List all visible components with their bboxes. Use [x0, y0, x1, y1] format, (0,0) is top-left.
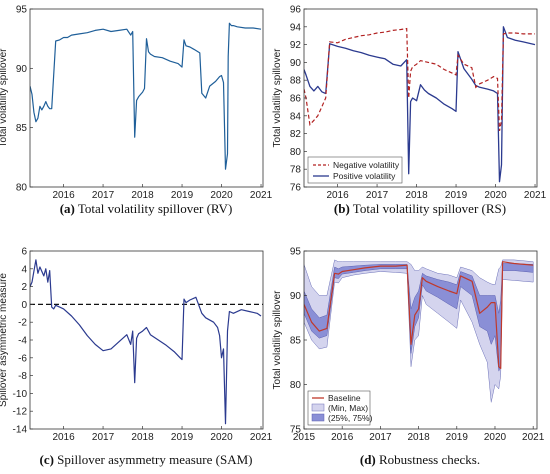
iqr-band — [304, 263, 534, 373]
y-tick-label: 80 — [16, 183, 28, 194]
panel-caption: (c) Spillover asymmetry measure (SAM) — [39, 452, 252, 467]
y-tick-label: 90 — [290, 291, 302, 302]
plot-area — [30, 22, 262, 170]
plot-area — [304, 26, 536, 183]
x-tick-label: 2016 — [52, 432, 75, 443]
x-tick-label: 2016 — [52, 190, 75, 201]
y-tick-label: -6 — [18, 353, 27, 364]
y-tick-label: 90 — [290, 58, 302, 69]
y-tick-label: -14 — [13, 425, 28, 436]
y-tick-label: 0 — [21, 300, 27, 311]
y-tick-label: 92 — [290, 40, 302, 51]
y-axis-label: Total volatility spillover — [272, 290, 283, 390]
y-tick-label: 80 — [290, 380, 302, 391]
x-tick-label: 2020 — [484, 432, 507, 443]
positive-volatility-line — [304, 26, 536, 183]
legend-label-minmax: (Min, Max) — [328, 403, 368, 413]
plot-area — [30, 259, 263, 425]
plot-frame — [29, 8, 264, 188]
x-tick-label: 2018 — [131, 190, 154, 201]
panel-c: 2016 2017 2018 2019 2020 2021 -14 -12 -10 -8 -6 -4 -… — [0, 247, 273, 468]
plot-frame — [29, 250, 264, 430]
y-axis-label: Total volatility spillover — [0, 48, 9, 148]
panel-caption: (b) Total volatility spillover (RS) — [334, 201, 506, 216]
x-tick-label: 2019 — [171, 432, 194, 443]
caption-text: Total volatility spillover (RV) — [75, 201, 232, 216]
x-tick-label: 2019 — [446, 432, 469, 443]
x-tick-label: 2021 — [522, 432, 545, 443]
x-tick-label: 2018 — [131, 432, 154, 443]
y-tick-label: 86 — [290, 94, 302, 105]
x-tick-label: 2017 — [92, 190, 115, 201]
caption-text: Total volatility spillover (RS) — [350, 201, 506, 216]
x-tick-label: 2018 — [407, 432, 430, 443]
panel-caption: (a) Total volatility spillover (RV) — [60, 201, 233, 216]
sam-line — [30, 259, 262, 425]
y-tick-label: 6 — [21, 247, 27, 258]
caption-text: Robustness checks. — [376, 452, 480, 467]
x-tick-label: 2021 — [524, 190, 547, 201]
y-tick-label: 82 — [290, 129, 302, 140]
x-tick-label: 2021 — [250, 432, 273, 443]
y-tick-label: 85 — [290, 336, 302, 347]
y-tick-label: -10 — [13, 389, 28, 400]
x-tick-label: 2015 — [293, 432, 316, 443]
y-axis-label: Total volatility spillover — [272, 48, 283, 148]
legend-label-iqr: (25%, 75%) — [328, 413, 373, 423]
x-tick-label: 2020 — [210, 432, 233, 443]
caption-letter: (c) — [39, 452, 53, 467]
legend-label-negative: Negative volatility — [333, 160, 400, 170]
panel-a: 2016 2017 2018 2019 2020 2021 80 85 90 95 Total vo… — [0, 5, 273, 217]
caption-letter: (d) — [360, 452, 376, 467]
caption-letter: (b) — [334, 201, 350, 216]
y-tick-label: -2 — [18, 318, 27, 329]
x-tick-label: 2016 — [326, 190, 349, 201]
y-tick-label: -8 — [18, 371, 27, 382]
legend-label-positive: Positive volatility — [333, 171, 396, 181]
y-tick-label: -4 — [18, 336, 27, 347]
x-tick-label: 2016 — [331, 432, 354, 443]
x-tick-label: 2017 — [92, 432, 115, 443]
y-tick-label: 95 — [290, 247, 302, 258]
legend-box — [307, 156, 403, 184]
baseline-line — [304, 261, 534, 370]
rv-spillover-line — [30, 22, 262, 170]
panel-caption: (d) Robustness checks. — [360, 452, 480, 467]
legend: Baseline(Min, Max)(25%, 75%) — [307, 390, 373, 426]
y-axis-label: Spillover asymmetric measure — [0, 273, 9, 407]
y-tick-label: 94 — [290, 22, 302, 33]
x-tick-label: 2020 — [210, 190, 233, 201]
negative-volatility-line — [304, 27, 535, 132]
panel-d: Baseline(Min, Max)(25%, 75%) 2015 2016 2017… — [272, 247, 545, 468]
y-tick-label: 80 — [290, 147, 302, 158]
y-tick-label: 88 — [290, 76, 302, 87]
x-tick-label: 2018 — [405, 190, 428, 201]
plot-area — [304, 259, 534, 403]
y-tick-label: 84 — [290, 111, 302, 122]
y-tick-label: 75 — [290, 425, 302, 436]
x-tick-label: 2021 — [250, 190, 273, 201]
legend-label-baseline: Baseline — [328, 393, 361, 403]
y-tick-label: -12 — [13, 407, 28, 418]
y-tick-label: 90 — [16, 64, 28, 75]
x-tick-label: 2019 — [171, 190, 194, 201]
legend-swatch-minmax — [311, 403, 325, 412]
caption-text: Spillover asymmetry measure (SAM) — [54, 452, 253, 467]
y-tick-label: 96 — [290, 5, 302, 16]
caption-letter: (a) — [60, 201, 75, 216]
legend-swatch-iqr — [311, 413, 325, 422]
x-tick-label: 2020 — [484, 190, 507, 201]
x-tick-label: 2017 — [366, 190, 389, 201]
x-tick-label: 2017 — [369, 432, 392, 443]
y-tick-label: 2 — [21, 282, 27, 293]
y-tick-label: 95 — [16, 5, 28, 16]
y-tick-label: 4 — [21, 264, 27, 275]
y-tick-label: 78 — [290, 165, 302, 176]
x-tick-label: 2019 — [445, 190, 468, 201]
y-tick-label: 85 — [16, 123, 28, 134]
y-tick-label: 76 — [290, 183, 302, 194]
